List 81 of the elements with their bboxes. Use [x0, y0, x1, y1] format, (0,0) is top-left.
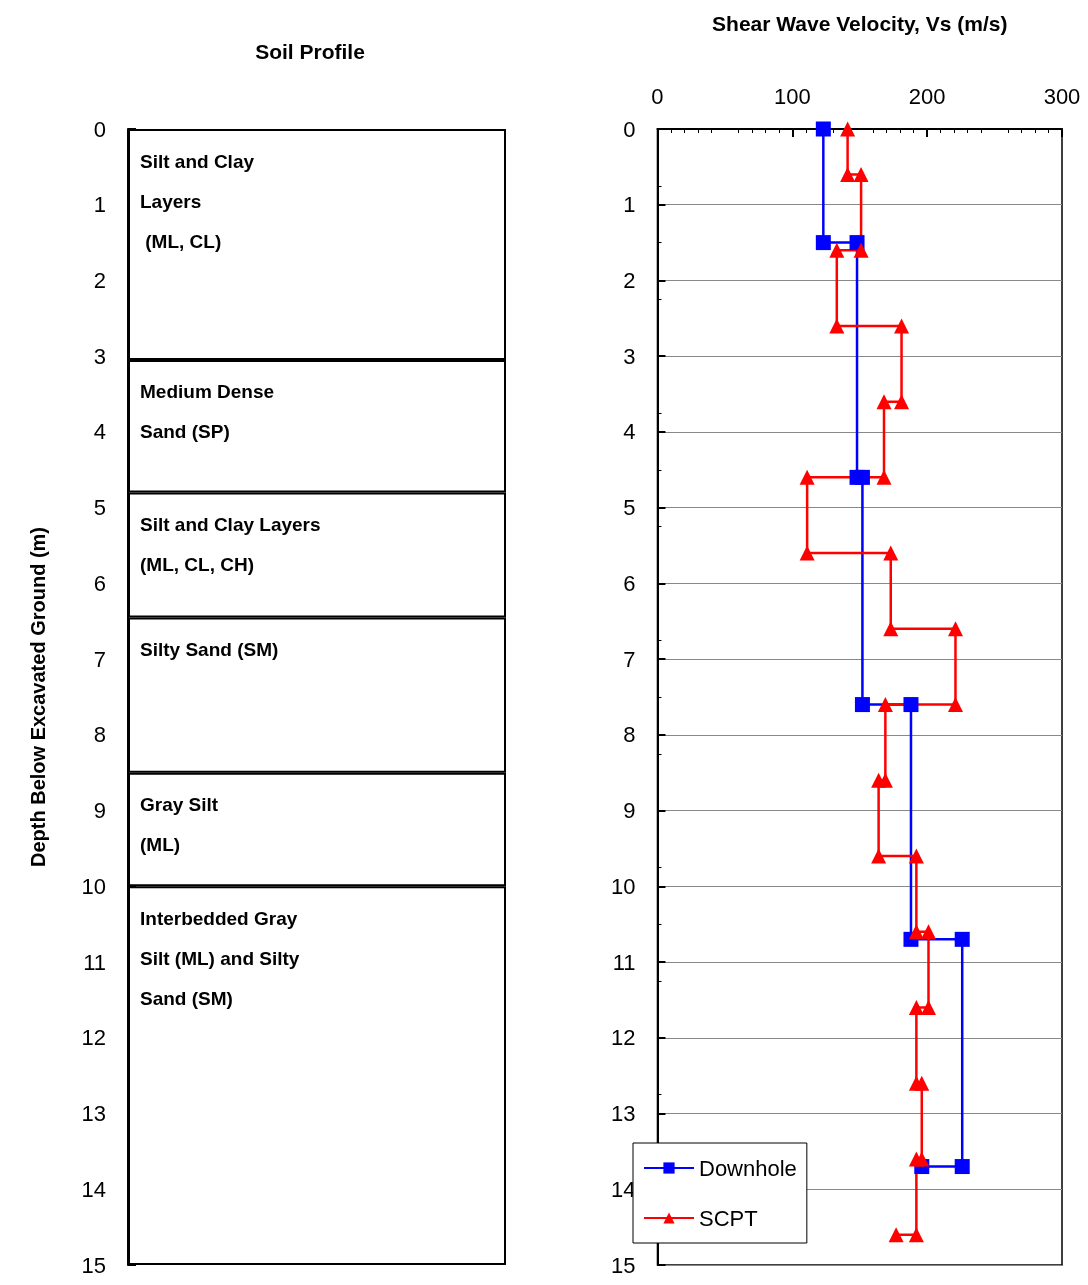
- y-tick-label: 11: [612, 949, 636, 975]
- y-tick-label: 14: [610, 1176, 636, 1202]
- data-label: Interbedded Gray Silt (ML) and Silty Sand (SM): [140, 907, 300, 1009]
- y-tick-label: 11: [83, 949, 106, 975]
- point: [921, 1000, 937, 1016]
- point: [840, 121, 856, 137]
- y-tick-label: 0: [93, 116, 106, 142]
- y-tick-label: 2: [93, 267, 106, 293]
- y-tick-label: 0: [623, 116, 636, 142]
- point: [914, 1075, 930, 1091]
- legend-label: SCPT: [699, 1205, 758, 1231]
- data-label: Gray Silt (ML): [140, 794, 219, 856]
- y-tick-label: 10: [81, 873, 106, 899]
- point: [853, 242, 869, 258]
- point: [829, 318, 845, 334]
- y-tick-label: 9: [623, 798, 636, 824]
- y-tick-label: 9: [93, 798, 106, 824]
- point: [908, 924, 924, 940]
- x-tick-label: 200: [908, 83, 946, 109]
- point: [883, 621, 899, 637]
- chart-title: Soil Profile: [255, 40, 365, 63]
- y-tick-label: 5: [93, 495, 106, 521]
- y-tick-label: 8: [623, 722, 636, 748]
- x-tick-label: 0: [651, 83, 664, 109]
- point: [854, 697, 870, 713]
- y-tick-label: 6: [93, 570, 106, 596]
- y-axis-title: Depth Below Excavated Ground (m): [27, 526, 49, 868]
- x-axis-title: Shear Wave Velocity, Vs (m/s): [712, 12, 1008, 35]
- point: [883, 545, 899, 561]
- point: [871, 848, 887, 864]
- point: [908, 1151, 924, 1167]
- point: [908, 1000, 924, 1016]
- y-tick-label: 15: [610, 1252, 636, 1278]
- point: [947, 697, 963, 713]
- data-label: Silt and Clay Layers (ML, CL): [140, 150, 255, 252]
- data-label: Medium Dense Sand (SP): [140, 381, 275, 443]
- point: [894, 318, 910, 334]
- point: [954, 931, 970, 947]
- point: [947, 621, 963, 637]
- y-tick-label: 1: [93, 192, 106, 218]
- point: [921, 924, 937, 940]
- y-tick-label: 15: [81, 1252, 106, 1278]
- y-tick-label: 14: [81, 1176, 106, 1202]
- y-tick-label: 3: [623, 343, 636, 369]
- y-tick-label: 4: [93, 419, 106, 445]
- point: [954, 1159, 970, 1175]
- y-tick-label: 7: [93, 646, 106, 672]
- point: [908, 848, 924, 864]
- point: [799, 545, 815, 561]
- x-tick-label: 300: [1043, 83, 1081, 109]
- point: [894, 394, 910, 410]
- point: [908, 1227, 924, 1243]
- y-tick-label: 3: [93, 343, 106, 369]
- y-tick-label: 7: [623, 646, 636, 672]
- point: [799, 469, 815, 485]
- x-tick-label: 100: [773, 83, 811, 109]
- y-tick-label: 5: [623, 495, 636, 521]
- point: [853, 166, 869, 182]
- y-tick-label: 13: [610, 1101, 636, 1127]
- point: [877, 697, 893, 713]
- point: [829, 242, 845, 258]
- y-tick-label: 12: [610, 1025, 636, 1051]
- y-tick-label: 6: [623, 570, 636, 596]
- point: [854, 469, 870, 485]
- y-tick-label: 1: [623, 192, 636, 218]
- y-tick-label: 13: [81, 1101, 106, 1127]
- y-tick-label: 10: [610, 873, 636, 899]
- point: [840, 166, 856, 182]
- data-label: Silt and Clay Layers (ML, CL, CH): [140, 514, 321, 576]
- y-tick-label: 8: [93, 722, 106, 748]
- y-tick-label: 4: [623, 419, 636, 445]
- point: [888, 1227, 904, 1243]
- point: [815, 121, 831, 137]
- y-tick-label: 2: [623, 267, 636, 293]
- data-label: Silty Sand (SM): [140, 638, 279, 660]
- legend-label: Downhole: [699, 1155, 797, 1181]
- point: [815, 235, 831, 251]
- point: [871, 772, 887, 788]
- y-tick-label: 12: [81, 1025, 106, 1051]
- point: [876, 394, 892, 410]
- point: [903, 697, 919, 713]
